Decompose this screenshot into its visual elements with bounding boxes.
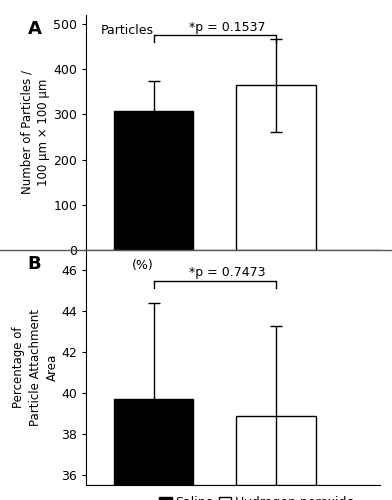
Legend: Saline, Hydrogen peroxide: Saline, Hydrogen peroxide xyxy=(159,262,354,274)
Text: (%): (%) xyxy=(132,260,154,272)
Bar xyxy=(114,111,193,250)
Text: Particles: Particles xyxy=(101,24,154,38)
Bar xyxy=(236,416,316,485)
Text: A: A xyxy=(27,20,41,38)
Text: *p = 0.1537: *p = 0.1537 xyxy=(189,21,265,34)
Text: B: B xyxy=(27,254,41,272)
Bar xyxy=(114,399,193,485)
Y-axis label: Percentage of
Particle Attachment
Area: Percentage of Particle Attachment Area xyxy=(11,309,58,426)
Bar xyxy=(236,85,316,250)
Y-axis label: Number of Particles /
100 μm × 100 μm: Number of Particles / 100 μm × 100 μm xyxy=(20,70,51,194)
Legend: Saline, Hydrogen peroxide: Saline, Hydrogen peroxide xyxy=(159,496,354,500)
Text: *p = 0.7473: *p = 0.7473 xyxy=(189,266,265,280)
Text: Before Washing: Before Washing xyxy=(177,302,337,320)
